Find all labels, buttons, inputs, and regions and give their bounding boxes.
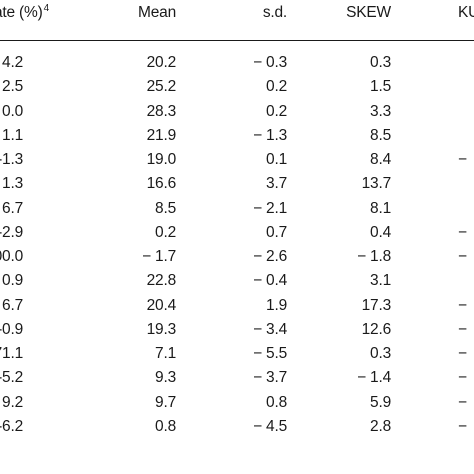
cell-ku: − [458, 248, 467, 265]
header-rate-label: ate (%) [0, 4, 43, 21]
cell-skew: 13.7 [361, 175, 392, 193]
cell-sd: − 2.6 [253, 248, 287, 265]
cell-skew: 12.6 [361, 320, 392, 338]
cell-rate: 4.2 [2, 54, 23, 71]
cell-rate: 6.7 [2, 199, 23, 217]
cell-mean: 9.3 [155, 369, 176, 387]
header-rate-superscript: 4 [43, 2, 50, 14]
table-row: 9.2 9.7 0.8 5.9 − [0, 391, 474, 415]
table-row: -0.9 19.3 − 3.4 12.6 − [0, 318, 474, 342]
header-ku: KU [458, 4, 474, 21]
header-sd: s.d. [262, 4, 287, 21]
cell-skew: 1.5 [370, 78, 391, 96]
cell-skew: 3.1 [370, 272, 391, 290]
cell-sd: − 4.5 [253, 417, 287, 435]
header-mean: Mean [138, 4, 176, 21]
cell-sd: 0.2 [266, 78, 287, 96]
cell-skew: 0.4 [370, 223, 391, 241]
cell-rate: -5.2 [0, 369, 23, 387]
cell-mean: 21.9 [146, 126, 177, 144]
cell-rate: -2.9 [0, 223, 23, 241]
cell-rate: -6.2 [0, 417, 23, 435]
cell-mean: 19.3 [146, 320, 177, 338]
cell-rate: -1.3 [0, 151, 23, 168]
cell-rate: 1.1 [2, 126, 23, 144]
cell-ku: − [458, 417, 467, 435]
cell-ku: − [458, 345, 467, 362]
cell-mean: 20.4 [146, 296, 177, 314]
cell-rate: -0.9 [0, 320, 23, 338]
cell-mean: − 1.7 [142, 248, 176, 265]
table-row: 4.2 20.2 − 0.3 0.3 [0, 51, 474, 75]
cell-mean: 9.7 [155, 393, 176, 411]
cell-ku: − [458, 296, 467, 314]
cell-sd: − 5.5 [253, 345, 287, 362]
cell-skew: 3.3 [370, 102, 391, 120]
cell-ku: − [458, 369, 467, 387]
cell-ku: − [458, 151, 467, 168]
cell-skew: 17.3 [361, 296, 392, 314]
cell-sd: − 0.3 [253, 54, 287, 71]
cell-mean: 20.2 [146, 54, 177, 71]
table-header-row: ate (%)4 Mean s.d. SKEW KU [0, 1, 474, 25]
cell-rate: 9.2 [2, 393, 23, 411]
cell-ku: − [458, 223, 467, 241]
cell-mean: 25.2 [146, 78, 177, 96]
cell-mean: 16.6 [146, 175, 177, 193]
cell-ku: − [458, 320, 467, 338]
cell-skew: 5.9 [370, 393, 391, 411]
cell-mean: 0.8 [155, 417, 176, 435]
table-row: 0.9 22.8 − 0.4 3.1 [0, 269, 474, 293]
cell-mean: 28.3 [146, 102, 177, 120]
cell-mean: 22.8 [146, 272, 177, 290]
header-rule [0, 40, 474, 41]
cell-mean: 8.5 [155, 199, 176, 217]
cell-sd: 3.7 [266, 175, 287, 193]
cell-skew: 0.3 [370, 54, 391, 71]
table-row: 1.3 16.6 3.7 13.7 [0, 172, 474, 196]
table-row: 71.1 7.1 − 5.5 0.3 − [0, 342, 474, 366]
cell-rate: 2.5 [2, 78, 23, 96]
cell-sd: − 1.3 [253, 126, 287, 144]
table-row: -6.2 0.8 − 4.5 2.8 − [0, 415, 474, 439]
table-row: 0.0 28.3 0.2 3.3 [0, 100, 474, 124]
table-row: 6.7 20.4 1.9 17.3 − [0, 294, 474, 318]
table-row: -1.3 19.0 0.1 8.4 − [0, 148, 474, 172]
header-rate: ate (%)4 [0, 1, 49, 25]
cell-sd: − 0.4 [253, 272, 287, 290]
table-row: -2.9 0.2 0.7 0.4 − [0, 221, 474, 245]
table-row: 1.1 21.9 − 1.3 8.5 [0, 124, 474, 148]
cell-sd: − 3.4 [253, 320, 287, 338]
table-row: 00.0 − 1.7 − 2.6 − 1.8 − [0, 245, 474, 269]
cell-skew: 8.5 [370, 126, 391, 144]
cell-rate: 6.7 [2, 296, 23, 314]
cell-ku: − [458, 393, 467, 411]
cell-sd: 0.2 [266, 102, 287, 120]
cell-rate: 71.1 [0, 345, 23, 362]
header-skew: SKEW [346, 4, 391, 21]
cell-rate: 1.3 [2, 175, 23, 193]
table-row: -5.2 9.3 − 3.7 − 1.4 − [0, 366, 474, 390]
cell-sd: 0.8 [266, 393, 287, 411]
cell-skew: − 1.8 [357, 248, 391, 265]
cell-skew: 0.3 [370, 345, 391, 362]
cell-sd: − 3.7 [253, 369, 287, 387]
table-row: 2.5 25.2 0.2 1.5 [0, 75, 474, 99]
cell-sd: 1.9 [266, 296, 287, 314]
cell-sd: 0.1 [266, 151, 287, 168]
cell-skew: 8.4 [370, 151, 391, 168]
cell-rate: 0.9 [2, 272, 23, 290]
cell-rate: 00.0 [0, 248, 23, 265]
cell-mean: 19.0 [146, 151, 177, 168]
cell-skew: 8.1 [370, 199, 391, 217]
cell-mean: 7.1 [155, 345, 176, 362]
cell-sd: − 2.1 [253, 199, 287, 217]
cell-skew: 2.8 [370, 417, 391, 435]
cell-rate: 0.0 [2, 102, 23, 120]
cell-sd: 0.7 [266, 223, 287, 241]
table-row: 6.7 8.5 − 2.1 8.1 [0, 197, 474, 221]
cell-mean: 0.2 [155, 223, 176, 241]
cell-skew: − 1.4 [357, 369, 391, 387]
